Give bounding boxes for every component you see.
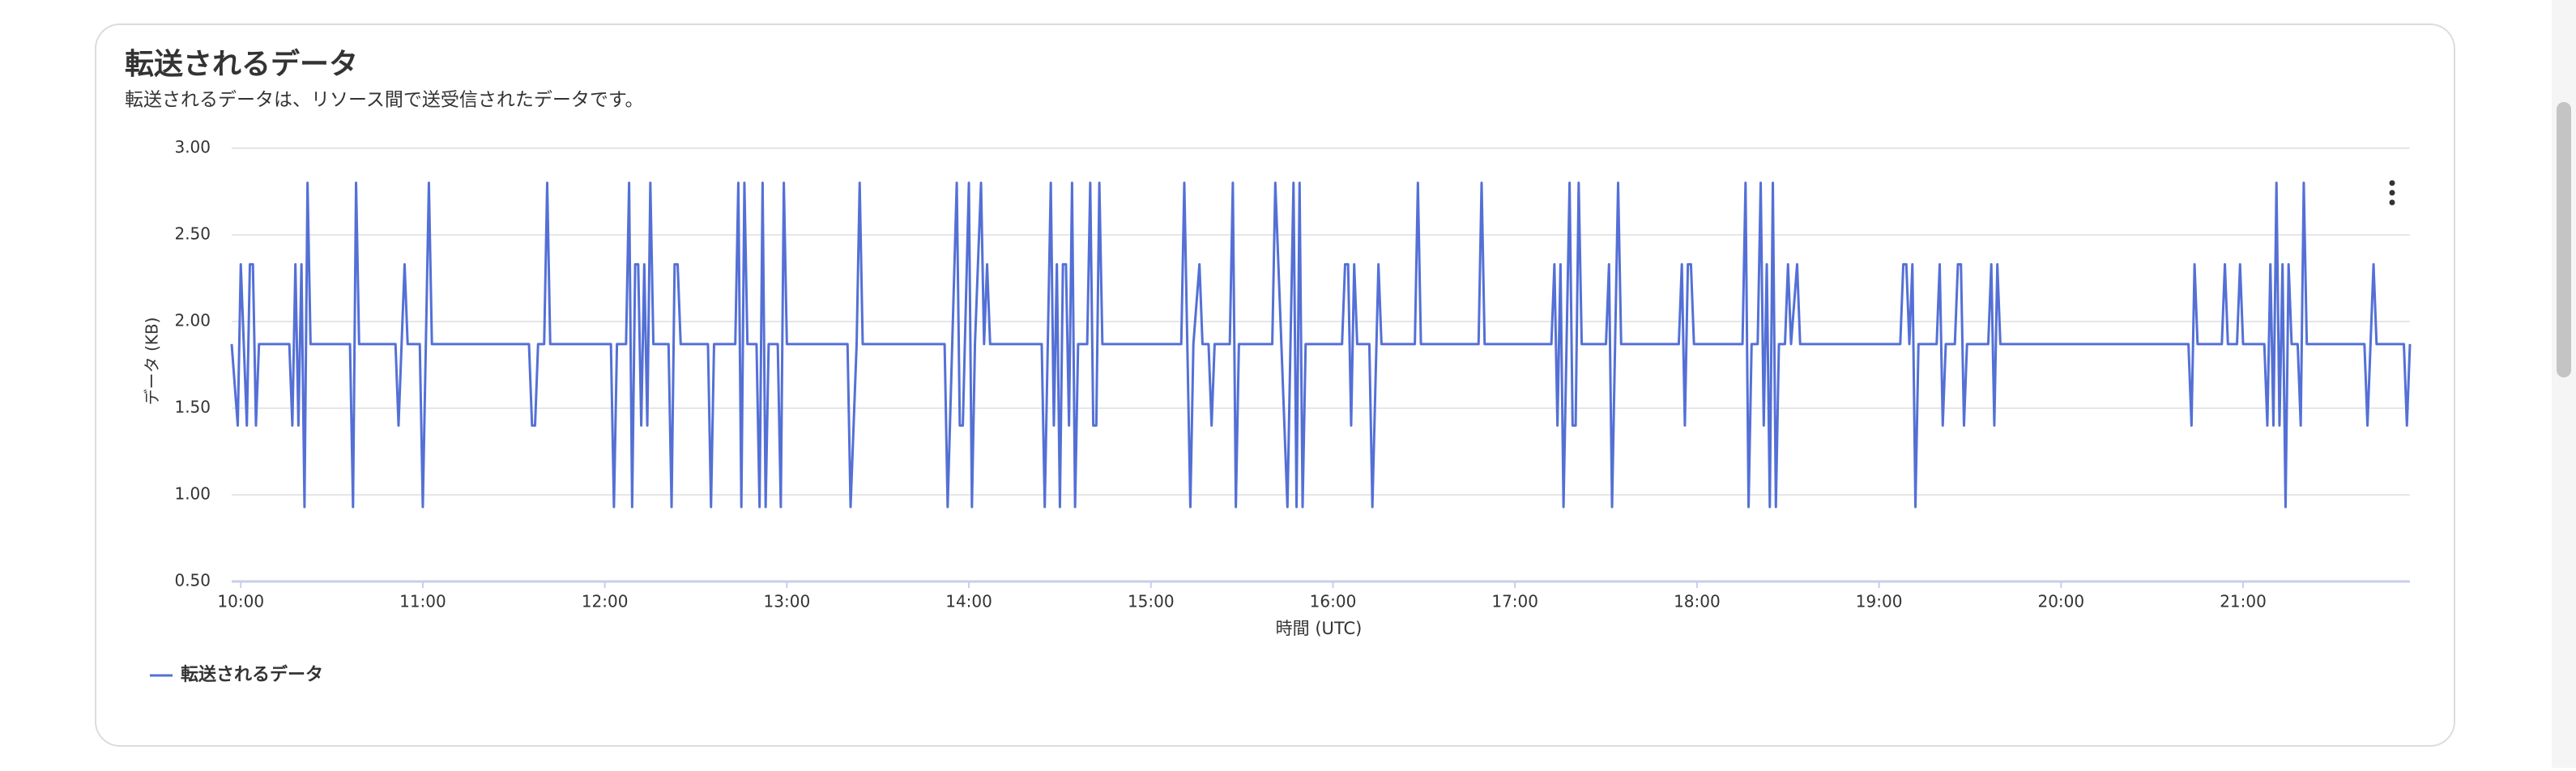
x-tick-label: 13:00 xyxy=(764,592,811,611)
x-tick-label: 17:00 xyxy=(1491,592,1538,611)
x-tick-label: 11:00 xyxy=(399,592,446,611)
card-title: 転送されるデータ xyxy=(125,47,358,81)
x-tick-label: 18:00 xyxy=(1674,592,1721,611)
y-tick-label: 1.00 xyxy=(174,484,211,504)
y-tick-label: 3.00 xyxy=(174,138,211,157)
x-tick-label: 20:00 xyxy=(2037,592,2084,611)
y-tick-label: 1.50 xyxy=(174,398,211,417)
y-tick-label: 2.50 xyxy=(174,224,211,244)
x-tick-label: 10:00 xyxy=(217,592,264,611)
y-axis-title: データ (KB) xyxy=(143,317,162,406)
x-tick-label: 12:00 xyxy=(582,592,629,611)
x-axis-title: 時間 (UTC) xyxy=(1276,619,1363,638)
card xyxy=(95,23,2455,747)
y-tick-label: 0.50 xyxy=(174,571,211,590)
more-menu[interactable] xyxy=(2389,180,2395,206)
scrollbar-thumb[interactable] xyxy=(2557,102,2571,377)
y-tick-label: 2.00 xyxy=(174,311,211,330)
data-line xyxy=(230,181,2412,509)
card-subtitle: 転送されるデータは、リソース間で送受信されたデータです。 xyxy=(125,90,644,111)
x-tick-label: 21:00 xyxy=(2220,592,2267,611)
legend-label: 転送されるデータ xyxy=(181,664,323,685)
x-tick-label: 16:00 xyxy=(1310,592,1357,611)
x-tick-label: 19:00 xyxy=(1856,592,1903,611)
x-tick-label: 14:00 xyxy=(945,592,992,611)
x-tick-label: 15:00 xyxy=(1128,592,1175,611)
